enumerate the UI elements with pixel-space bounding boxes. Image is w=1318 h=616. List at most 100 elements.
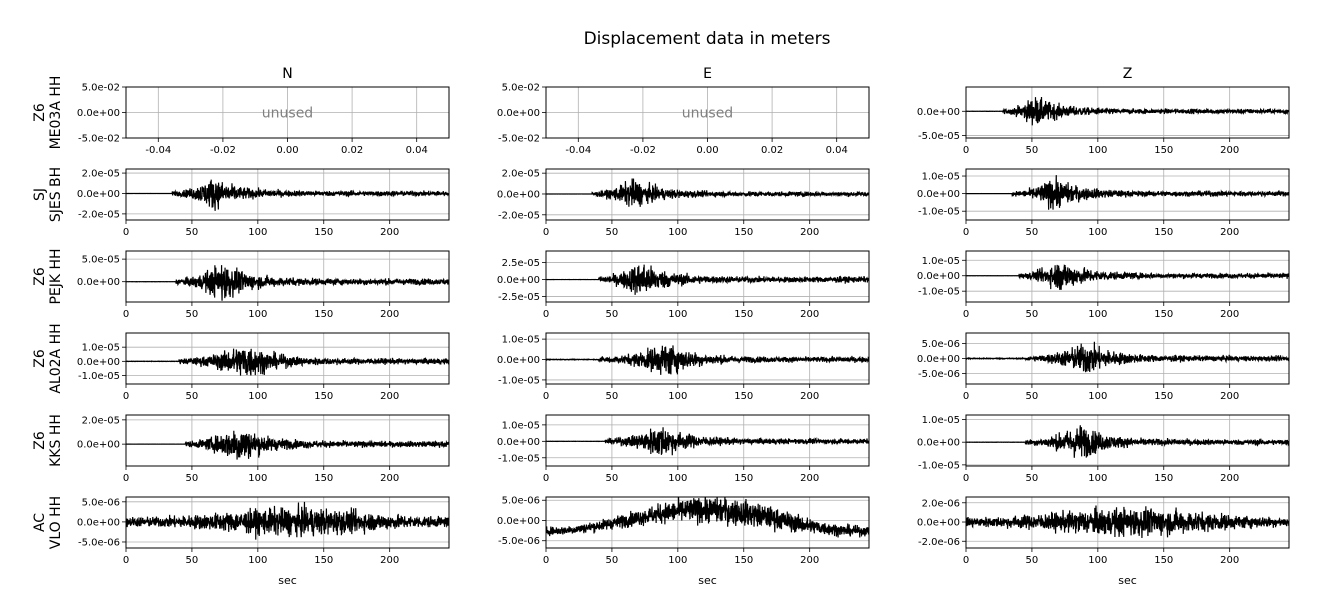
- y-tick-label: -2.0e-05: [498, 210, 540, 221]
- panel-frame: [965, 86, 1290, 139]
- row-label-network: AC: [32, 513, 48, 532]
- x-tick-label: 100: [668, 473, 687, 484]
- x-tick-label: 200: [1220, 309, 1239, 320]
- x-tick-label: 200: [380, 555, 399, 566]
- x-tick-label: 100: [668, 309, 687, 320]
- y-tick-label: -5.0e-02: [498, 134, 540, 145]
- x-tick-label: 150: [1154, 473, 1173, 484]
- panel-e-0: unused -0.04 -0.02 0.00 0.02 0.04 -5.0e-02 0.0e…: [497, 83, 870, 156]
- y-tick-label: 0.0e+00: [497, 516, 540, 527]
- row-label-network: Z6: [32, 431, 48, 450]
- y-tick-label: -1.0e-05: [918, 460, 960, 471]
- panel-n-0: unused -0.04 -0.02 0.00 0.02 0.04 -5.0e-02 0.0e…: [77, 83, 450, 156]
- x-tick-label: -0.04: [565, 145, 591, 156]
- x-tick-label: 100: [248, 555, 267, 566]
- x-tick-label: 100: [1088, 227, 1107, 238]
- y-tick-label: -1.0e-05: [498, 375, 540, 386]
- panel-e-1: 0 50 100 150 200 2.0e-05 0.0e+00 -2.0e-05: [497, 168, 870, 238]
- x-tick-label: 50: [1026, 227, 1039, 238]
- y-tick-label: -5.0e-06: [918, 369, 960, 380]
- unused-label: unused: [262, 106, 313, 122]
- y-tick-label: 1.0e-05: [922, 256, 960, 267]
- x-tick-label: 200: [1220, 145, 1239, 156]
- panel-e-3: 0 50 100 150 200 1.0e-05 0.0e+00 -1.0e-05: [497, 332, 870, 402]
- x-tick-label: 0: [543, 391, 549, 402]
- y-tick-label: -2.0e-05: [78, 209, 120, 220]
- x-tick-label: 150: [734, 309, 753, 320]
- x-tick-label: 0: [963, 555, 969, 566]
- x-tick-label: 100: [668, 227, 687, 238]
- x-tick-label: 200: [380, 309, 399, 320]
- panel-z-1: 0 50 100 150 200 1.0e-05 0.0e+00 -1.0e-05: [917, 168, 1290, 238]
- x-tick-label: 0.00: [696, 145, 718, 156]
- waveform-trace: [546, 497, 869, 538]
- y-tick-label: 0.0e+00: [917, 189, 960, 200]
- x-tick-label: 100: [248, 473, 267, 484]
- y-tick-label: 0.0e+00: [497, 189, 540, 200]
- x-tick-label: 0.04: [406, 145, 428, 156]
- panel-n-5: 0 50 100 150 200 5.0e-06 0.0e+00 -5.0e-06: [77, 496, 450, 566]
- x-tick-label: 50: [186, 473, 199, 484]
- x-tick-label: -0.02: [630, 145, 656, 156]
- x-tick-label: 150: [314, 473, 333, 484]
- y-tick-label: 0.0e+00: [917, 518, 960, 529]
- panel-n-3: 0 50 100 150 200 1.0e-05 0.0e+00 -1.0e-05: [77, 332, 450, 402]
- panel-n-1: 0 50 100 150 200 2.0e-05 0.0e+00 -2.0e-05: [77, 168, 450, 238]
- x-tick-label: 50: [1026, 555, 1039, 566]
- x-tick-label: 150: [734, 473, 753, 484]
- waveform-trace: [966, 264, 1289, 290]
- y-tick-label: 0.0e+00: [77, 277, 120, 288]
- panel-z-0: 0 50 100 150 200 0.0e+00 -5.0e-05: [917, 86, 1290, 156]
- row-label-station: PEJK HH: [48, 248, 64, 304]
- y-tick-label: 2.0e-05: [82, 415, 120, 426]
- panel-e-2: 0 50 100 150 200 2.5e-05 0.0e+00 -2.5e-05: [497, 250, 870, 320]
- waveform-trace: [126, 430, 449, 460]
- x-tick-label: 0.00: [276, 145, 298, 156]
- x-tick-label: 0: [123, 227, 129, 238]
- row-label-station: ME03A HH: [48, 76, 64, 150]
- y-tick-label: -5.0e-05: [918, 131, 960, 142]
- x-tick-label: 200: [380, 227, 399, 238]
- x-tick-label: 200: [1220, 391, 1239, 402]
- x-tick-label: 0: [963, 309, 969, 320]
- waveform-trace: [966, 425, 1289, 458]
- waveform-trace: [126, 348, 449, 376]
- x-tick-label: 150: [314, 309, 333, 320]
- x-tick-label: 50: [186, 555, 199, 566]
- x-tick-label: 100: [1088, 555, 1107, 566]
- x-tick-label: 0: [963, 227, 969, 238]
- x-tick-label: 100: [1088, 391, 1107, 402]
- y-tick-label: 0.0e+00: [917, 107, 960, 118]
- row-label-station: AL02A HH: [48, 323, 64, 393]
- x-tick-label: 200: [380, 391, 399, 402]
- x-tick-label: 200: [800, 555, 819, 566]
- waveform-trace: [966, 341, 1289, 373]
- x-tick-label: -0.04: [145, 145, 171, 156]
- x-tick-label: 150: [734, 227, 753, 238]
- y-tick-label: 0.0e+00: [917, 271, 960, 282]
- y-tick-label: -5.0e-06: [78, 537, 120, 548]
- y-tick-label: 2.0e-05: [82, 169, 120, 180]
- panel-z-3: 0 50 100 150 200 5.0e-06 0.0e+00 -5.0e-06: [917, 332, 1290, 402]
- panel-frame: [125, 168, 450, 221]
- x-tick-label: 0: [963, 391, 969, 402]
- panel-z-2: 0 50 100 150 200 1.0e-05 0.0e+00 -1.0e-05: [917, 250, 1290, 320]
- panel-n-2: 0 50 100 150 200 5.0e-05 0.0e+00: [77, 250, 450, 320]
- panel-e-4: 0 50 100 150 200 1.0e-05 0.0e+00 -1.0e-05: [497, 414, 870, 484]
- row-label-station: KKS HH: [48, 414, 64, 467]
- y-tick-label: -2.0e-06: [918, 537, 960, 548]
- x-tick-label: 150: [1154, 227, 1173, 238]
- panel-frame: [545, 332, 870, 385]
- y-tick-label: 5.0e-06: [502, 496, 540, 507]
- x-tick-label: 50: [606, 555, 619, 566]
- x-tick-label: 200: [800, 391, 819, 402]
- y-tick-label: -1.0e-05: [78, 371, 120, 382]
- y-tick-label: -2.5e-05: [498, 292, 540, 303]
- row-label-5: AC VLO HH: [32, 496, 64, 549]
- y-tick-label: 0.0e+00: [77, 517, 120, 528]
- waveform-trace: [966, 96, 1289, 126]
- panel-frame: [125, 250, 450, 303]
- x-tick-label: 200: [800, 473, 819, 484]
- x-axis-label: sec: [1118, 574, 1137, 587]
